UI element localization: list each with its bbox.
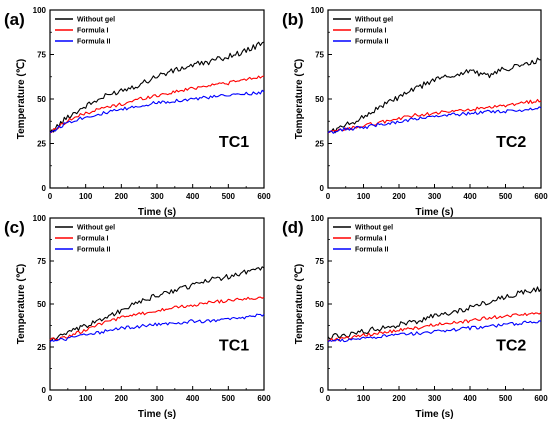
x-axis-label: Time (s) — [415, 207, 453, 218]
x-tick-label: 500 — [222, 192, 236, 201]
y-axis-label: Temperature (℃) — [16, 264, 27, 345]
x-tick-label: 400 — [186, 192, 200, 201]
x-tick-label: 100 — [357, 394, 371, 403]
plot-frame — [49, 9, 265, 189]
x-tick-label: 0 — [48, 394, 53, 403]
series-line-formula-i — [327, 312, 542, 342]
series-line-without-gel — [327, 286, 542, 340]
legend-label: Without gel — [77, 17, 115, 24]
legend-label: Without gel — [355, 17, 393, 24]
series-line-formula-ii — [49, 89, 265, 134]
series-line-without-gel — [49, 266, 265, 341]
legend-label: Formula II — [77, 247, 111, 254]
x-tick-label: 400 — [463, 394, 477, 403]
y-tick-label: 100 — [311, 214, 325, 223]
x-tick-label: 0 — [48, 192, 53, 201]
panel-letter: (a) — [4, 10, 25, 29]
legend-label: Without gel — [77, 225, 115, 232]
series-line-formula-i — [49, 75, 265, 134]
legend-label: Formula II — [355, 39, 389, 46]
x-tick-label: 600 — [257, 192, 271, 201]
x-tick-label: 0 — [326, 192, 331, 201]
y-tick-label: 25 — [315, 343, 324, 352]
y-tick-label: 25 — [37, 343, 46, 352]
sensor-label: TC2 — [496, 134, 526, 151]
plot-frame — [327, 217, 542, 391]
x-tick-label: 300 — [150, 394, 164, 403]
y-tick-label: 50 — [37, 300, 46, 309]
x-tick-label: 600 — [534, 394, 548, 403]
sensor-label: TC1 — [219, 337, 249, 354]
legend-label: Formula I — [355, 28, 387, 35]
y-tick-label: 50 — [315, 95, 324, 104]
y-tick-label: 0 — [320, 184, 325, 193]
x-tick-label: 300 — [150, 192, 164, 201]
x-tick-label: 300 — [428, 394, 442, 403]
y-tick-label: 75 — [315, 51, 324, 60]
series-line-formula-i — [49, 296, 265, 341]
x-tick-label: 200 — [392, 192, 406, 201]
y-tick-label: 0 — [42, 386, 47, 395]
legend-label: Formula I — [355, 236, 387, 243]
y-tick-label: 100 — [33, 214, 47, 223]
x-tick-label: 500 — [499, 394, 513, 403]
legend-label: Without gel — [355, 225, 393, 232]
plot-frame — [49, 217, 265, 391]
y-tick-label: 100 — [33, 6, 47, 15]
series-line-formula-ii — [327, 320, 542, 343]
legend-label: Formula II — [77, 39, 111, 46]
sensor-label: TC1 — [219, 134, 249, 151]
legend-label: Formula I — [77, 236, 109, 243]
y-tick-label: 75 — [37, 257, 46, 266]
legend-label: Formula I — [77, 28, 109, 35]
y-tick-label: 25 — [37, 140, 46, 149]
x-tick-label: 0 — [326, 394, 331, 403]
x-axis-label: Time (s) — [415, 409, 453, 420]
x-tick-label: 500 — [222, 394, 236, 403]
x-tick-label: 600 — [534, 192, 548, 201]
x-tick-label: 200 — [392, 394, 406, 403]
series-line-formula-i — [327, 98, 542, 134]
y-axis-label: Temperature (℃) — [16, 59, 27, 140]
chart-panel-2: 0 100 200 300 400 500 600 0 25 50 75 100 Time (s) Tem… — [282, 6, 548, 218]
sensor-label: TC2 — [496, 337, 526, 354]
x-tick-label: 600 — [257, 394, 271, 403]
x-tick-label: 500 — [499, 192, 513, 201]
x-tick-label: 100 — [79, 394, 93, 403]
panel-letter: (c) — [4, 218, 25, 237]
panel-letter: (d) — [282, 218, 304, 237]
chart-panel-3: 0 100 200 300 400 500 600 0 25 50 75 100 Time (s) Tem… — [4, 214, 271, 420]
series-line-formula-ii — [327, 106, 542, 134]
x-tick-label: 100 — [357, 192, 371, 201]
series-line-formula-ii — [49, 313, 265, 343]
x-tick-label: 100 — [79, 192, 93, 201]
y-tick-label: 0 — [42, 184, 47, 193]
y-tick-label: 0 — [320, 386, 325, 395]
x-axis-label: Time (s) — [138, 409, 176, 420]
chart-panel-4: 0 100 200 300 400 500 600 0 25 50 75 100 Time (s) Tem… — [282, 214, 548, 420]
series-line-without-gel — [49, 41, 265, 134]
x-tick-label: 300 — [428, 192, 442, 201]
legend-label: Formula II — [355, 247, 389, 254]
panel-letter: (b) — [282, 10, 304, 29]
y-tick-label: 50 — [315, 300, 324, 309]
chart-panel-1: 0 100 200 300 400 500 600 0 25 50 75 100 Time (s) Tem… — [4, 6, 271, 218]
x-tick-label: 200 — [115, 192, 129, 201]
x-tick-label: 200 — [115, 394, 129, 403]
y-axis-label: Temperature (℃) — [294, 59, 305, 140]
y-tick-label: 25 — [315, 140, 324, 149]
y-tick-label: 100 — [311, 6, 325, 15]
x-tick-label: 400 — [186, 394, 200, 403]
y-tick-label: 50 — [37, 95, 46, 104]
series-line-without-gel — [327, 57, 542, 134]
plot-frame — [327, 9, 542, 189]
x-axis-label: Time (s) — [138, 207, 176, 218]
y-axis-label: Temperature (℃) — [294, 264, 305, 345]
x-tick-label: 400 — [463, 192, 477, 201]
y-tick-label: 75 — [37, 51, 46, 60]
y-tick-label: 75 — [315, 257, 324, 266]
